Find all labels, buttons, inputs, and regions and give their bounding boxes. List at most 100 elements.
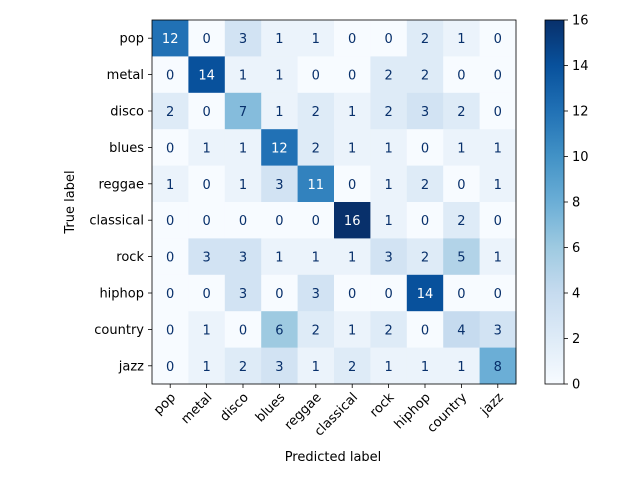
heatmap-cell bbox=[406, 311, 444, 349]
heatmap-cell bbox=[261, 56, 299, 94]
cell-value: 2 bbox=[312, 323, 320, 338]
x-tick-label: country bbox=[424, 390, 470, 436]
y-axis-label: True label bbox=[63, 170, 78, 234]
cell-value: 1 bbox=[275, 32, 283, 47]
cell-value: 1 bbox=[202, 323, 210, 338]
cell-value: 1 bbox=[494, 251, 502, 266]
heatmap-cell bbox=[334, 92, 371, 130]
heatmap-cell bbox=[152, 274, 189, 312]
cell-value: 3 bbox=[312, 287, 320, 302]
heatmap-cell bbox=[479, 238, 517, 276]
cell-value: 12 bbox=[162, 32, 179, 47]
cell-value: 0 bbox=[312, 214, 320, 229]
cell-value: 0 bbox=[275, 214, 283, 229]
heatmap-cell bbox=[261, 274, 299, 312]
cell-value: 1 bbox=[421, 360, 429, 375]
heatmap-cell bbox=[224, 129, 262, 167]
heatmap-cell bbox=[224, 274, 262, 312]
cell-value: 2 bbox=[166, 105, 174, 120]
cell-value: 3 bbox=[494, 323, 502, 338]
heatmap-cell bbox=[479, 56, 517, 94]
cell-value: 0 bbox=[166, 69, 174, 84]
cell-value: 0 bbox=[166, 214, 174, 229]
cell-value-labels: 12 0 3 1 1 0 0 2 1 00 14 1 1 0 0 2 2 0 02 0 7 1 2 1 2 3 2 00 1 1 12 2 1 1… bbox=[162, 32, 502, 375]
cell-value: 2 bbox=[421, 178, 429, 193]
cell-value: 1 bbox=[348, 323, 356, 338]
colorbar-tick-label: 12 bbox=[572, 105, 589, 120]
heatmap-cell bbox=[297, 165, 335, 203]
heatmap-cell bbox=[334, 347, 371, 385]
y-tick-label: hiphop bbox=[99, 287, 144, 302]
heatmap-cell bbox=[152, 347, 189, 385]
cell-value: 2 bbox=[457, 105, 465, 120]
heatmap-cell bbox=[443, 238, 481, 276]
heatmap-cell bbox=[297, 129, 335, 167]
heatmap-cell bbox=[370, 20, 408, 57]
cell-value: 0 bbox=[348, 32, 356, 47]
y-tick-label: country bbox=[94, 323, 144, 338]
cell-value: 0 bbox=[384, 32, 392, 47]
cell-value: 3 bbox=[421, 105, 429, 120]
heatmap-cell bbox=[370, 56, 408, 94]
cell-value: 3 bbox=[239, 251, 247, 266]
heatmap-cell bbox=[370, 238, 408, 276]
cell-value: 0 bbox=[494, 287, 502, 302]
heatmap-cell bbox=[406, 129, 444, 167]
cell-value: 6 bbox=[275, 323, 283, 338]
heatmap-cell bbox=[261, 202, 299, 239]
heatmap-cell bbox=[443, 20, 481, 57]
y-tick-label: jazz bbox=[118, 359, 144, 374]
heatmap-cell bbox=[152, 20, 189, 57]
heatmap-cell bbox=[188, 20, 226, 57]
cell-value: 0 bbox=[166, 141, 174, 156]
heatmap-cell bbox=[443, 347, 481, 385]
cell-value: 2 bbox=[421, 32, 429, 47]
heatmap-cell bbox=[188, 129, 226, 167]
heatmap-cell bbox=[443, 92, 481, 130]
cell-value: 1 bbox=[239, 178, 247, 193]
heatmap-cell bbox=[188, 56, 226, 94]
heatmap-cell bbox=[188, 238, 226, 276]
cell-value: 14 bbox=[198, 69, 215, 84]
x-tick-label: pop bbox=[151, 390, 179, 418]
colorbar-tick-label: 0 bbox=[572, 378, 580, 393]
heatmap-cell bbox=[479, 92, 517, 130]
cell-value: 11 bbox=[308, 178, 325, 193]
heatmap-cell bbox=[261, 347, 299, 385]
heatmap-cell bbox=[479, 347, 517, 385]
heatmap-cell bbox=[152, 202, 189, 239]
cell-value: 0 bbox=[202, 287, 210, 302]
cell-value: 0 bbox=[421, 214, 429, 229]
y-tick-label: blues bbox=[109, 141, 144, 156]
heatmap-cell bbox=[443, 311, 481, 349]
cell-value: 2 bbox=[384, 69, 392, 84]
heatmap-cell bbox=[443, 202, 481, 239]
heatmap-cell bbox=[297, 311, 335, 349]
heatmap-cell bbox=[370, 311, 408, 349]
cell-value: 0 bbox=[239, 323, 247, 338]
heatmap-cell bbox=[406, 20, 444, 57]
cell-value: 3 bbox=[275, 178, 283, 193]
heatmap-cell bbox=[479, 129, 517, 167]
heatmap-cell bbox=[479, 274, 517, 312]
cell-value: 0 bbox=[166, 287, 174, 302]
cell-value: 2 bbox=[457, 214, 465, 229]
heatmap-cell bbox=[370, 129, 408, 167]
heatmap-cell bbox=[406, 238, 444, 276]
heatmap-cell bbox=[261, 129, 299, 167]
heatmap-cell bbox=[188, 92, 226, 130]
cell-value: 0 bbox=[166, 360, 174, 375]
heatmap-cell bbox=[334, 274, 371, 312]
cell-value: 1 bbox=[494, 178, 502, 193]
heatmap-cell bbox=[152, 238, 189, 276]
colorbar-tick-label: 6 bbox=[572, 241, 580, 256]
heatmap-cell bbox=[370, 274, 408, 312]
cell-value: 0 bbox=[275, 287, 283, 302]
cell-value: 1 bbox=[384, 141, 392, 156]
heatmap-cell bbox=[334, 56, 371, 94]
heatmap-cell bbox=[334, 20, 371, 57]
cell-value: 0 bbox=[457, 178, 465, 193]
cell-value: 1 bbox=[348, 141, 356, 156]
heatmap-cell bbox=[297, 20, 335, 57]
cell-value: 1 bbox=[312, 32, 320, 47]
